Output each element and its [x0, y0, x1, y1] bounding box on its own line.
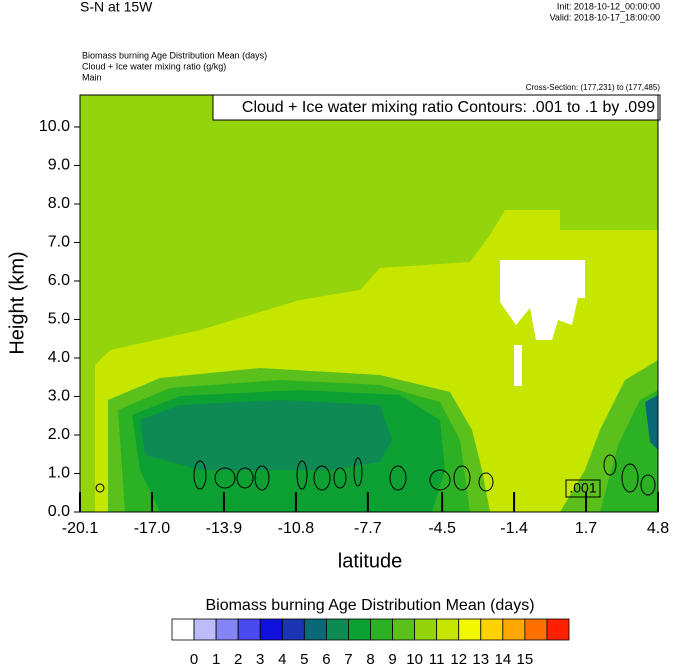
- contour-line: [214, 467, 236, 489]
- colorbar-label: 5: [300, 651, 308, 668]
- contour-note: Cloud + Ice water mixing ratio Contours:…: [242, 99, 655, 116]
- colorbar-label: 3: [256, 651, 264, 668]
- contour-line: [296, 460, 308, 490]
- plot-frame: [79, 94, 659, 513]
- x-tick-label: -7.7: [354, 520, 382, 537]
- colorbar-box: [325, 618, 349, 641]
- x-tick-label: -17.0: [134, 520, 171, 537]
- contour-label: .001: [569, 480, 596, 496]
- x-tick-label: -4.5: [428, 520, 456, 537]
- colorbar-box: [259, 618, 283, 641]
- colorbar-label: 12: [450, 651, 467, 668]
- colorbar-label: 11: [429, 651, 445, 668]
- y-tick-label: 4.0: [48, 349, 70, 366]
- init-time: Init: 2018-10-12_00:00:00: [557, 1, 660, 11]
- contour-fill: [514, 345, 522, 386]
- chart-title: S-N at 15W: [80, 0, 153, 15]
- field-line: Cloud + Ice water mixing ratio (g/kg): [82, 61, 226, 71]
- contour-fill: [80, 365, 95, 512]
- contour-fill: [600, 390, 658, 512]
- colorbar-label: 10: [406, 651, 423, 668]
- valid-time: Valid: 2018-10-17_18:00:00: [550, 12, 660, 22]
- colorbar-box: [546, 618, 570, 641]
- colorbar-label: 4: [278, 651, 286, 668]
- y-tick-label: 6.0: [48, 272, 70, 289]
- contour-fill: [645, 395, 658, 450]
- colorbar-box: [193, 618, 217, 641]
- colorbar-label: 14: [494, 651, 511, 668]
- y-tick-label: 5.0: [48, 311, 70, 328]
- y-tick-label: 3.0: [48, 388, 70, 405]
- contour-line: [353, 457, 363, 487]
- y-tick-label: 8.0: [48, 195, 70, 212]
- contour-line: [193, 460, 207, 490]
- y-axis-title: Height (km): [6, 251, 28, 354]
- colorbar-box: [237, 618, 261, 641]
- contour-label-box: [565, 479, 601, 498]
- colorbar-box: [370, 618, 393, 641]
- colorbar-box: [171, 618, 195, 641]
- contour-line: [603, 454, 617, 476]
- colorbar-box: [215, 618, 239, 641]
- colorbar-box: [480, 618, 504, 641]
- contour-line: [254, 465, 270, 491]
- colorbar-box: [524, 618, 548, 641]
- plot-area: [80, 95, 658, 512]
- colorbar-label: 0: [190, 651, 198, 668]
- colorbar-label: 1: [212, 651, 220, 668]
- contour-line: [95, 483, 105, 493]
- colorbar-box: [436, 618, 460, 641]
- colorbar-label: 2: [234, 651, 242, 668]
- x-tick-label: -10.8: [278, 520, 315, 537]
- colorbar-box: [458, 618, 482, 641]
- colorbar-label: 6: [322, 651, 330, 668]
- y-tick-label: 10.0: [39, 118, 70, 135]
- contour-note-box: [212, 94, 661, 121]
- contour-line: [429, 469, 451, 491]
- contour-line: [453, 465, 471, 491]
- y-tick-label: 0.0: [48, 503, 70, 520]
- colorbar-label: 8: [366, 651, 374, 668]
- colorbar-box: [502, 618, 526, 641]
- x-tick-label: -13.9: [206, 520, 243, 537]
- field-line: Main: [82, 72, 102, 82]
- x-axis-title: latitude: [338, 550, 403, 572]
- contour-fill: [140, 400, 392, 470]
- colorbar-box: [348, 618, 371, 641]
- y-tick-label: 7.0: [48, 234, 70, 251]
- contour-line: [478, 472, 494, 492]
- colorbar-box: [281, 618, 305, 641]
- colorbar-box: [414, 618, 438, 641]
- x-tick-label: 4.8: [647, 520, 669, 537]
- colorbar-label: 13: [472, 651, 489, 668]
- colorbar-label: 7: [344, 651, 352, 668]
- field-line: Biomass burning Age Distribution Mean (d…: [82, 50, 267, 60]
- contour-line: [389, 465, 407, 491]
- colorbar-box: [392, 618, 416, 641]
- colorbar-title: Biomass burning Age Distribution Mean (d…: [205, 597, 534, 614]
- y-tick-label: 9.0: [48, 157, 70, 174]
- contour-line: [621, 463, 639, 493]
- colorbar-label: 9: [388, 651, 396, 668]
- x-tick-label: -20.1: [62, 520, 99, 537]
- colorbar-box: [303, 618, 327, 641]
- y-tick-label: 2.0: [48, 426, 70, 443]
- colorbar-label: 15: [517, 651, 534, 668]
- y-tick-label: 1.0: [48, 465, 70, 482]
- contour-line: [640, 474, 656, 496]
- contour-line: [313, 465, 331, 491]
- x-tick-label: -1.4: [500, 520, 528, 537]
- contour-fill: [500, 260, 585, 340]
- contour-line: [236, 467, 254, 489]
- x-tick-label: 1.7: [575, 520, 597, 537]
- cross-section: Cross-Section: (177,231) to (177,485): [526, 83, 661, 92]
- contour-line: [333, 467, 347, 489]
